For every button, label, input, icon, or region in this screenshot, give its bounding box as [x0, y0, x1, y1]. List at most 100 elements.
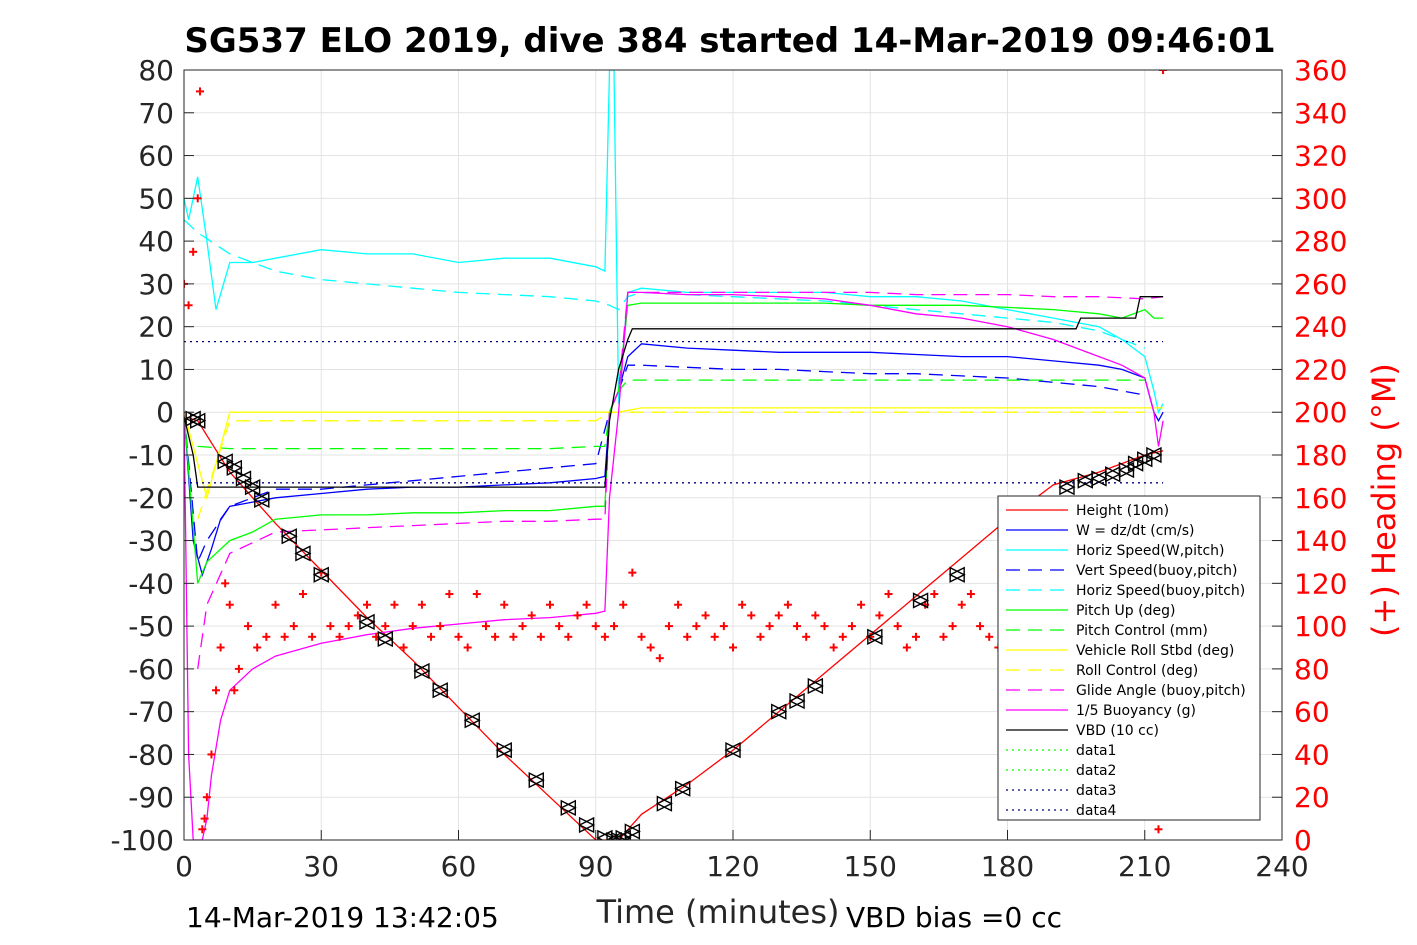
depth-marker: [358, 613, 376, 630]
heading-point: [619, 600, 628, 609]
x-tick-label: 90: [578, 850, 614, 883]
heading-point: [253, 643, 262, 652]
heading-point: [230, 686, 239, 695]
heading-point: [193, 194, 202, 203]
depth-marker: [1145, 446, 1163, 464]
heading-point: [957, 600, 966, 609]
heading-point: [838, 632, 847, 641]
series-line-5: [184, 219, 1146, 349]
heading-point: [930, 590, 939, 599]
heading-point: [1159, 70, 1168, 74]
heading-point: [472, 590, 481, 599]
y-tick-label: 50: [138, 182, 174, 215]
heading-point: [399, 643, 408, 652]
heading-point: [454, 632, 463, 641]
heading-point: [893, 622, 902, 631]
y-tick-label: -20: [128, 482, 174, 515]
heading-point: [637, 632, 646, 641]
depth-marker: [376, 630, 394, 648]
heading-point: [408, 622, 417, 631]
heading-point: [207, 750, 216, 759]
heading-point: [427, 632, 436, 641]
heading-point: [518, 622, 527, 631]
legend-label-3: Horiz Speed(W,pitch): [1076, 543, 1224, 559]
heading-point: [847, 622, 856, 631]
y-tick-label: -40: [128, 567, 174, 600]
heading-point: [600, 632, 609, 641]
heading-point: [747, 611, 756, 620]
heading-point: [546, 600, 554, 609]
y2-tick-label: 200: [1294, 396, 1347, 429]
depth-marker: [244, 478, 262, 496]
heading-point: [655, 654, 664, 663]
y-tick-label: 70: [138, 97, 174, 130]
depth-marker: [866, 628, 884, 645]
heading-point: [674, 600, 683, 609]
heading-point: [582, 600, 591, 609]
heading-point: [225, 600, 234, 609]
heading-point: [363, 600, 371, 609]
footer-timestamp: 14-Mar-2019 13:42:05: [186, 901, 499, 934]
depth-marker: [413, 662, 431, 680]
heading-point: [683, 632, 692, 641]
heading-point: [335, 632, 344, 641]
legend-label-12: VBD (10 cc): [1076, 723, 1159, 739]
depth-marker: [527, 771, 545, 789]
legend-label-1: Height (10m): [1076, 503, 1169, 519]
depth-marker: [280, 528, 298, 545]
y2-tick-label: 180: [1294, 439, 1347, 472]
y2-tick-label: 160: [1294, 482, 1347, 515]
heading-point: [234, 664, 243, 673]
legend-label-15: data3: [1076, 783, 1116, 799]
heading-point: [976, 622, 985, 631]
depth-marker: [431, 682, 449, 699]
x-tick-label: 60: [441, 850, 477, 883]
heading-point: [1154, 825, 1163, 834]
heading-point: [381, 622, 390, 631]
y-tick-label: -90: [128, 781, 174, 814]
depth-marker: [724, 742, 742, 759]
heading-point: [710, 632, 719, 641]
heading-point: [884, 590, 893, 599]
heading-point: [184, 301, 193, 310]
heading-point: [390, 600, 399, 609]
series-line-7: [197, 379, 1145, 450]
y-tick-label: -30: [128, 525, 174, 558]
series-line-3: [184, 70, 1164, 415]
heading-point: [966, 590, 975, 599]
depth-marker: [495, 742, 513, 759]
legend-label-14: data2: [1076, 763, 1116, 779]
legend: Height (10m) W = dz/dt (cm/s) Horiz Speed(…: [997, 495, 1261, 821]
heading-point: [701, 611, 710, 620]
x-tick-label: 180: [981, 850, 1034, 883]
depth-marker: [912, 592, 930, 609]
heading-point: [221, 579, 230, 588]
legend-label-7: Pitch Control (mm): [1076, 623, 1208, 639]
y2-tick-label: 0: [1294, 824, 1312, 857]
y2-tick-label: 260: [1294, 268, 1347, 301]
legend-label-16: data4: [1076, 803, 1117, 819]
footer-vbd-bias: VBD bias =0 cc: [846, 901, 1062, 934]
y2-tick-label: 240: [1294, 311, 1347, 344]
heading-point: [344, 622, 353, 631]
heading-point: [198, 825, 207, 834]
series-line-11: [184, 291, 1164, 840]
heading-point: [212, 686, 221, 695]
heading-point: [298, 590, 307, 599]
heading-point: [555, 622, 564, 631]
heading-point: [308, 632, 317, 641]
y2-tick-label: 120: [1294, 567, 1347, 600]
y-tick-label: -70: [128, 696, 174, 729]
heading-point: [646, 643, 655, 652]
y-tick-label: -80: [128, 738, 174, 771]
heading-point: [692, 622, 701, 631]
heading-point: [756, 632, 765, 641]
y-tick-label: 20: [138, 311, 174, 344]
depth-marker: [605, 831, 623, 840]
legend-label-11: 1/5 Buoyancy (g): [1076, 703, 1196, 719]
legend-label-9: Roll Control (deg): [1076, 663, 1198, 679]
heading-point: [729, 643, 737, 652]
series-line-8: [184, 407, 1164, 501]
x-tick-label: 120: [706, 850, 759, 883]
series-line-12: [184, 296, 1164, 488]
